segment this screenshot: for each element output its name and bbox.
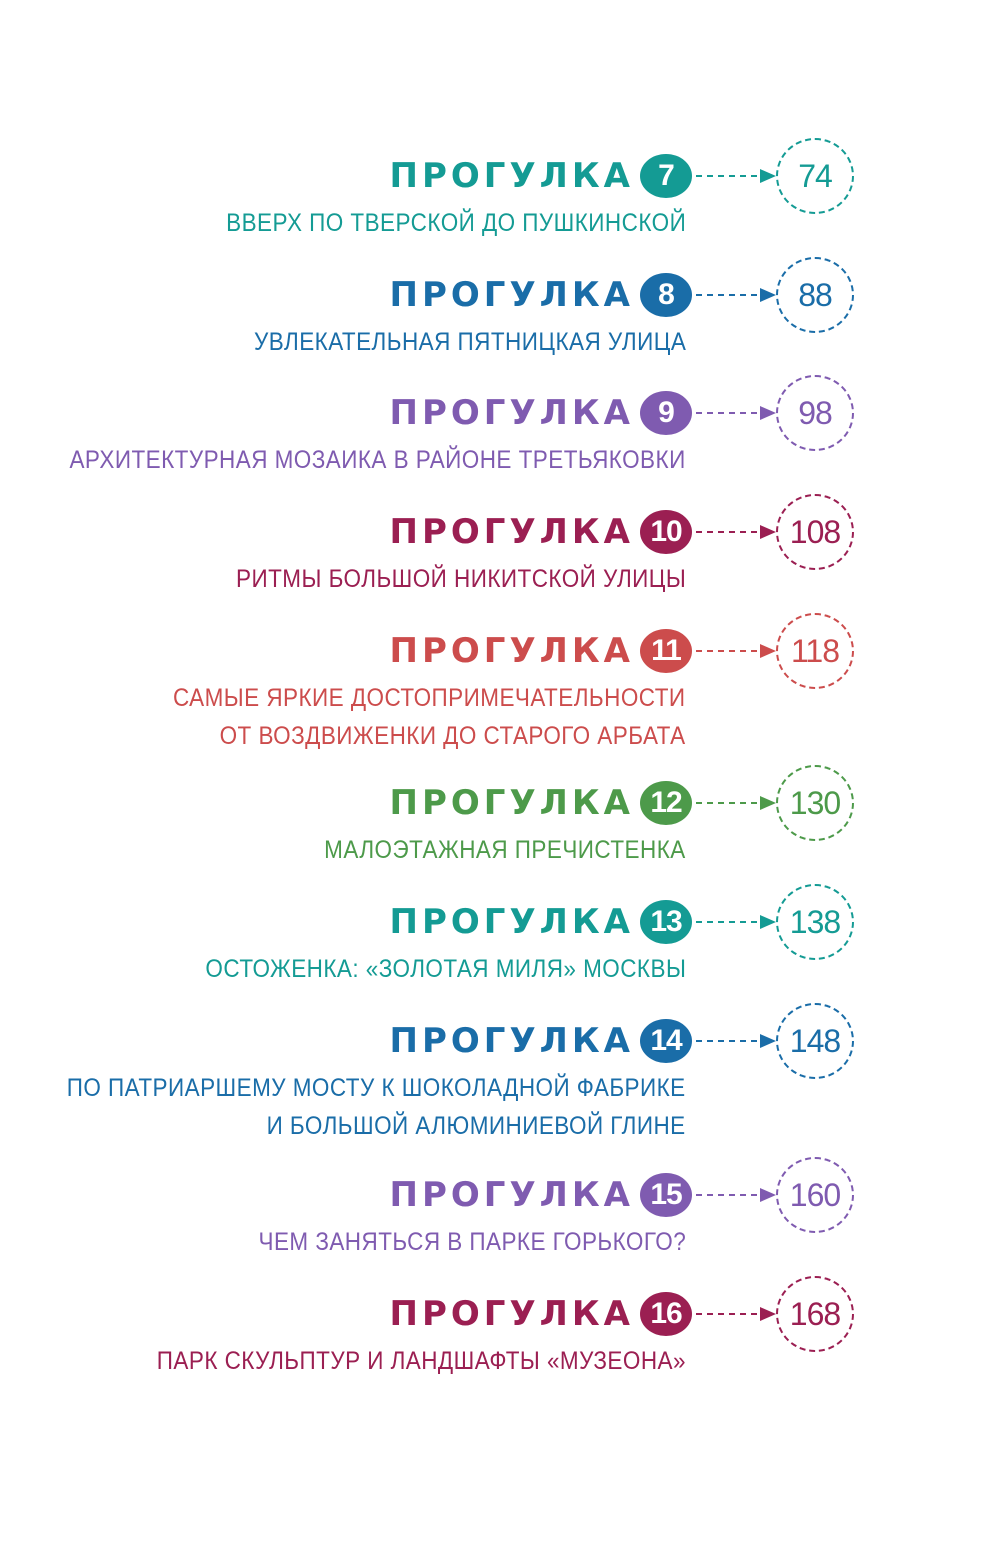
page-number[interactable]: 168 bbox=[776, 1276, 854, 1352]
walk-description-line: САМЫЕ ЯРКИЕ ДОСТОПРИМЕЧАТЕЛЬНОСТИ bbox=[173, 684, 686, 712]
walk-label: ПРОГУЛКА bbox=[389, 1175, 634, 1215]
walk-description: ОСТОЖЕНКА: «ЗОЛОТАЯ МИЛЯ» МОСКВЫ bbox=[205, 950, 686, 988]
walk-description-line: ОТ ВОЗДВИЖЕНКИ ДО СТАРОГО АРБАТА bbox=[220, 722, 686, 750]
dashed-arrow-icon bbox=[696, 1034, 776, 1048]
page-number[interactable]: 130 bbox=[776, 765, 854, 841]
walk-label: ПРОГУЛКА bbox=[389, 275, 634, 315]
dashed-arrow-icon bbox=[696, 525, 776, 539]
walk-number-badge: 15 bbox=[640, 1173, 692, 1217]
walk-description: РИТМЫ БОЛЬШОЙ НИКИТСКОЙ УЛИЦЫ bbox=[236, 560, 686, 598]
walk-label: ПРОГУЛКА bbox=[389, 783, 634, 823]
walk-number-badge: 10 bbox=[640, 510, 692, 554]
walk-label: ПРОГУЛКА bbox=[389, 393, 634, 433]
walk-description-line: РИТМЫ БОЛЬШОЙ НИКИТСКОЙ УЛИЦЫ bbox=[235, 565, 686, 593]
walk-label: ПРОГУЛКА bbox=[389, 902, 634, 942]
walk-number-badge: 11 bbox=[640, 629, 692, 673]
walk-label: ПРОГУЛКА bbox=[389, 156, 634, 196]
page-number[interactable]: 74 bbox=[776, 138, 854, 214]
page-number[interactable]: 118 bbox=[776, 613, 854, 689]
walk-description-line: МАЛОЭТАЖНАЯ ПРЕЧИСТЕНКА bbox=[324, 836, 686, 864]
page-number[interactable]: 108 bbox=[776, 494, 854, 570]
dashed-arrow-icon bbox=[696, 915, 776, 929]
walk-description-line: АРХИТЕКТУРНАЯ МОЗАИКА В РАЙОНЕ ТРЕТЬЯКОВ… bbox=[69, 446, 686, 474]
walk-number-badge: 8 bbox=[640, 273, 692, 317]
walk-description-line: ЧЕМ ЗАНЯТЬСЯ В ПАРКЕ ГОРЬКОГО? bbox=[258, 1228, 686, 1256]
walk-label: ПРОГУЛКА bbox=[389, 631, 634, 671]
walk-description-line: ПАРК СКУЛЬПТУР И ЛАНДШАФТЫ «МУЗЕОНА» bbox=[156, 1347, 686, 1375]
walk-description: ЧЕМ ЗАНЯТЬСЯ В ПАРКЕ ГОРЬКОГО? bbox=[258, 1223, 686, 1261]
walk-description: ПАРК СКУЛЬПТУР И ЛАНДШАФТЫ «МУЗЕОНА» bbox=[157, 1342, 686, 1380]
dashed-arrow-icon bbox=[696, 1188, 776, 1202]
walk-label: ПРОГУЛКА bbox=[389, 512, 634, 552]
dashed-arrow-icon bbox=[696, 288, 776, 302]
walk-label: ПРОГУЛКА bbox=[389, 1021, 634, 1061]
page-number[interactable]: 160 bbox=[776, 1157, 854, 1233]
walk-description: САМЫЕ ЯРКИЕ ДОСТОПРИМЕЧАТЕЛЬНОСТИ ОТ ВОЗД… bbox=[173, 679, 686, 755]
walk-description-line: УВЛЕКАТЕЛЬНАЯ ПЯТНИЦКАЯ УЛИЦА bbox=[253, 328, 686, 356]
walk-number-badge: 16 bbox=[640, 1292, 692, 1336]
walk-number-badge: 14 bbox=[640, 1019, 692, 1063]
walk-description-line: ВВЕРХ ПО ТВЕРСКОЙ ДО ПУШКИНСКОЙ bbox=[225, 209, 686, 237]
dashed-arrow-icon bbox=[696, 644, 776, 658]
dashed-arrow-icon bbox=[696, 406, 776, 420]
dashed-arrow-icon bbox=[696, 1307, 776, 1321]
walk-description: УВЛЕКАТЕЛЬНАЯ ПЯТНИЦКАЯ УЛИЦА bbox=[254, 323, 686, 361]
walk-number-badge: 12 bbox=[640, 781, 692, 825]
page-number[interactable]: 88 bbox=[776, 257, 854, 333]
walk-description: ВВЕРХ ПО ТВЕРСКОЙ ДО ПУШКИНСКОЙ bbox=[226, 204, 686, 242]
walk-number-badge: 7 bbox=[640, 154, 692, 198]
dashed-arrow-icon bbox=[696, 796, 776, 810]
walk-number-badge: 9 bbox=[640, 391, 692, 435]
page-number[interactable]: 148 bbox=[776, 1003, 854, 1079]
page-number[interactable]: 98 bbox=[776, 375, 854, 451]
walk-description-line: И БОЛЬШОЙ АЛЮМИНИЕВОЙ ГЛИНЕ bbox=[266, 1112, 686, 1140]
walk-description-line: ОСТОЖЕНКА: «ЗОЛОТАЯ МИЛЯ» МОСКВЫ bbox=[205, 955, 686, 983]
walk-description: ПО ПАТРИАРШЕМУ МОСТУ К ШОКОЛАДНОЙ ФАБРИК… bbox=[67, 1069, 686, 1145]
dashed-arrow-icon bbox=[696, 169, 776, 183]
walk-label: ПРОГУЛКА bbox=[389, 1294, 634, 1334]
walk-number-badge: 13 bbox=[640, 900, 692, 944]
walk-description: МАЛОЭТАЖНАЯ ПРЕЧИСТЕНКА bbox=[324, 831, 686, 869]
walk-description: АРХИТЕКТУРНАЯ МОЗАИКА В РАЙОНЕ ТРЕТЬЯКОВ… bbox=[70, 441, 686, 479]
walk-description-line: ПО ПАТРИАРШЕМУ МОСТУ К ШОКОЛАДНОЙ ФАБРИК… bbox=[67, 1074, 686, 1102]
page-number[interactable]: 138 bbox=[776, 884, 854, 960]
